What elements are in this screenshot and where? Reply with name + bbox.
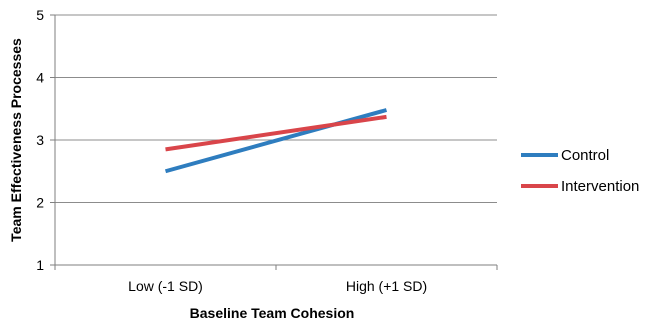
x-tick-labels: Low (-1 SD) High (+1 SD): [128, 278, 427, 294]
series-lines: [164, 108, 388, 174]
y-tick-labels: 1 2 3 4 5: [36, 7, 44, 273]
x-tick-label: Low (-1 SD): [128, 278, 203, 294]
y-tick-label: 4: [36, 70, 44, 86]
y-tick-label: 2: [36, 195, 44, 211]
series-line-intervention: [165, 114, 387, 152]
x-axis-title: Baseline Team Cohesion: [190, 305, 355, 321]
y-axis-title: Team Effectiveness Processes: [8, 38, 24, 242]
gridlines: [55, 14, 497, 203]
y-tick-label: 5: [36, 7, 44, 23]
legend: Control Intervention: [521, 147, 639, 195]
legend-label-control: Control: [561, 147, 609, 164]
legend-label-intervention: Intervention: [561, 178, 639, 195]
y-tick-marks: [50, 14, 55, 266]
series-line-control: [164, 108, 388, 174]
x-tick-marks: [54, 265, 498, 270]
x-tick-label: High (+1 SD): [346, 278, 427, 294]
y-tick-label: 1: [36, 257, 44, 273]
y-tick-label: 3: [36, 132, 44, 148]
